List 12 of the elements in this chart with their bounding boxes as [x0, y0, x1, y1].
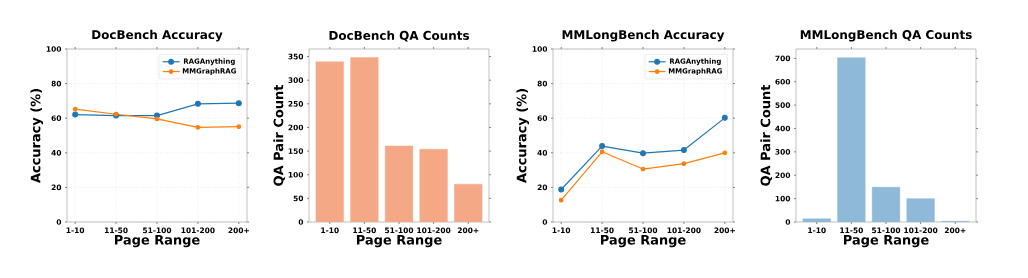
x-axis-title: Page Range — [843, 235, 929, 248]
x-axis-title: Page Range — [600, 235, 686, 248]
y-axis-title: QA Pair Count — [760, 84, 773, 186]
chart-title: MMLongBench QA Counts — [800, 29, 972, 42]
x-axis-title: Page Range — [114, 235, 200, 248]
chart-title: DocBench Accuracy — [92, 29, 223, 42]
y-axis-title: Accuracy (%) — [30, 89, 44, 184]
x-axis-title: Page Range — [356, 235, 442, 248]
y-axis-title: Accuracy (%) — [516, 89, 530, 184]
chart-title: MMLongBench Accuracy — [562, 29, 725, 42]
chart-title: DocBench QA Counts — [329, 30, 469, 42]
y-axis-title: QA Pair Count — [273, 84, 286, 186]
